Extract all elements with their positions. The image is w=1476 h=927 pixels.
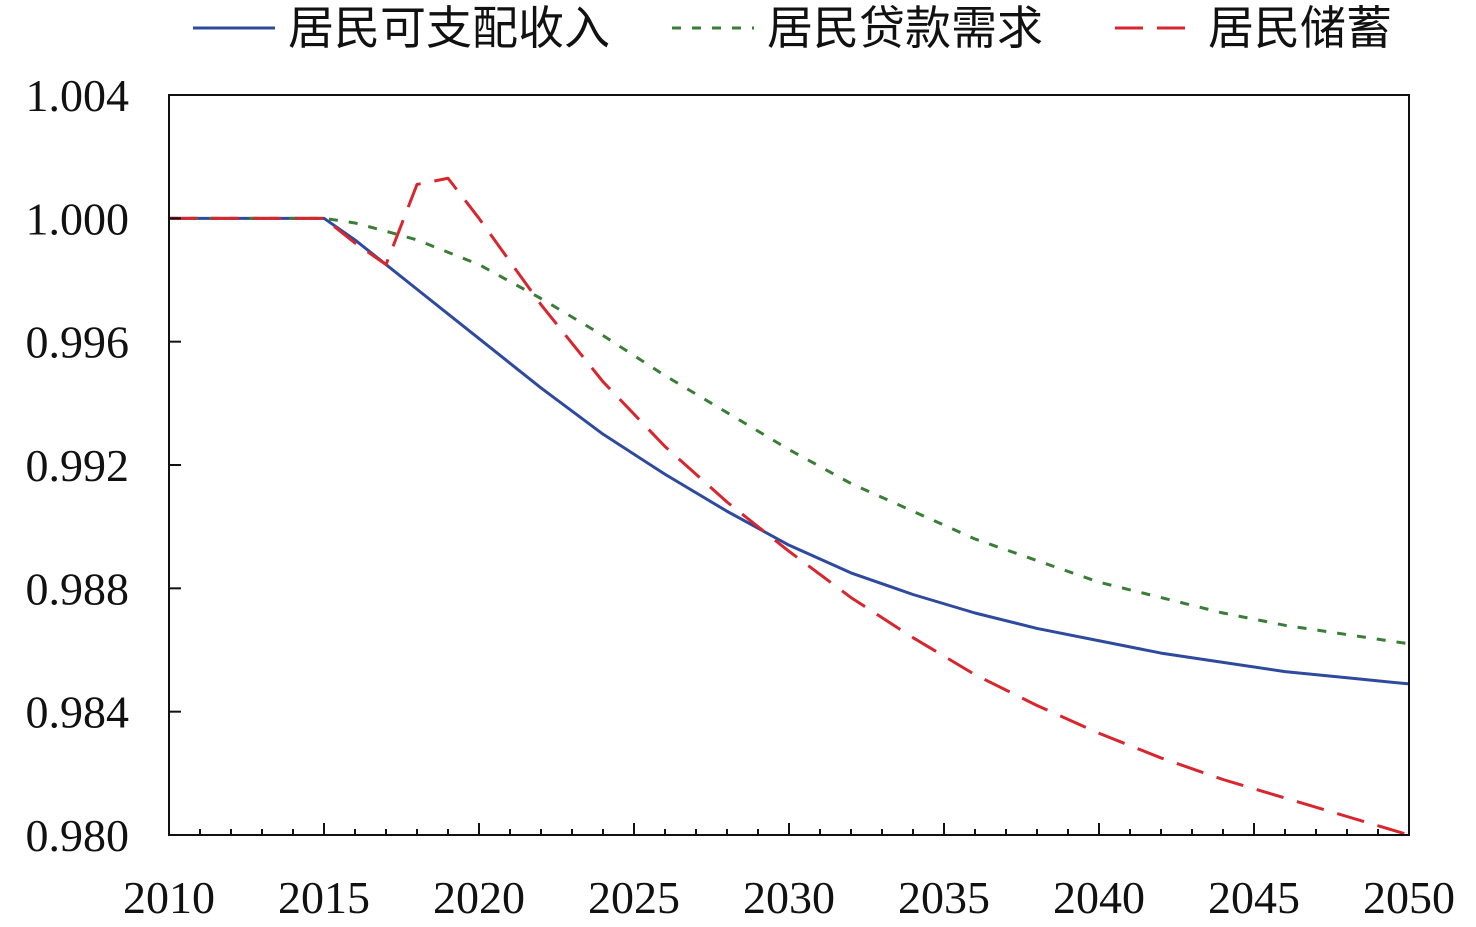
x-tick-label: 2035 [898,872,990,923]
x-tick-label: 2030 [743,872,835,923]
plot-frame [168,94,1410,836]
y-tick-label: 0.988 [26,563,130,614]
x-tick-label: 2010 [123,872,215,923]
y-tick-label: 0.980 [26,810,130,861]
y-tick-label: 1.004 [26,70,130,121]
x-tick-label: 2025 [588,872,680,923]
legend-label: 居民储蓄 [1208,1,1392,55]
x-tick-label: 2040 [1053,872,1145,923]
x-tick-label: 2015 [278,872,370,923]
x-axis: 2010 2015 2020 2025 2030 2035 2040 2045 2050 [123,823,1455,923]
y-axis: 0.980 0.984 0.988 0.992 0.996 1.000 1.004 [26,70,181,861]
series-line-2 [169,216,1410,646]
legend-label: 居民贷款需求 [767,1,1043,55]
y-tick-label: 0.996 [26,317,130,368]
y-tick-label: 1.000 [26,193,130,244]
y-tick-label: 0.984 [26,687,130,738]
x-tick-label: 2045 [1208,872,1300,923]
legend-item: 居民储蓄 [1115,1,1392,55]
legend-label: 居民可支配收入 [288,1,610,55]
legend-item: 居民贷款需求 [672,1,1043,55]
y-tick-label: 0.992 [26,440,130,491]
legend: 居民可支配收入 居民贷款需求 居民储蓄 [193,1,1392,55]
series-line-3 [169,176,1410,837]
series-layer [169,176,1410,837]
x-tick-label: 2020 [433,872,525,923]
x-tick-label: 2050 [1363,872,1455,923]
legend-item: 居民可支配收入 [193,1,610,55]
